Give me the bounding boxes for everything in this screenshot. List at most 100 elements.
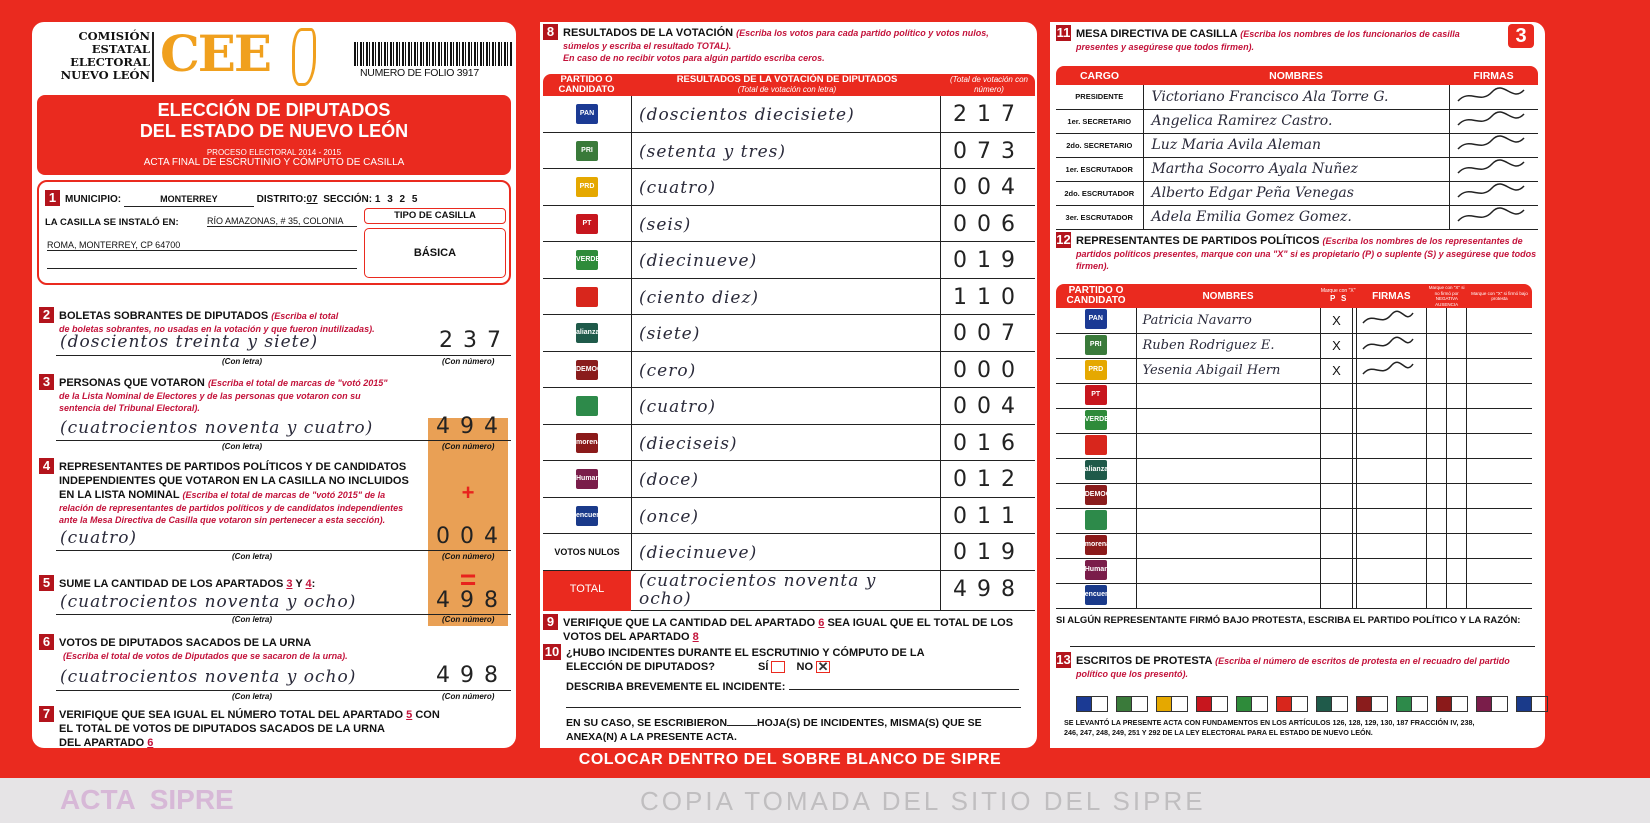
ausencia-mark[interactable] (1446, 433, 1468, 458)
protest-box[interactable] (1476, 696, 1508, 712)
negativa-mark[interactable] (1426, 533, 1448, 558)
suplente-mark[interactable] (1352, 533, 1357, 558)
suplente-mark[interactable] (1352, 433, 1357, 458)
protesta-mark[interactable] (1467, 433, 1532, 458)
instruction: (Escriba el total de marcas de "votó 201… (207, 378, 388, 388)
protesta-mark[interactable] (1467, 458, 1532, 483)
col-ausencia: AUSENCIA (1435, 301, 1459, 307)
describe-line (566, 702, 1021, 708)
negativa-mark[interactable] (1426, 583, 1448, 608)
suplente-mark[interactable] (1352, 558, 1357, 583)
section-6: 6 VOTOS DE DIPUTADOS SACADOS DE LA URNA (… (39, 634, 509, 662)
protest-count-input[interactable] (1091, 697, 1107, 711)
negativa-mark[interactable] (1426, 408, 1448, 433)
ausencia-mark[interactable] (1446, 558, 1468, 583)
suplente-mark[interactable] (1352, 408, 1357, 433)
no-checkbox-checked[interactable]: ✕ (816, 659, 831, 675)
propietario-mark[interactable] (1320, 508, 1354, 533)
protesta-mark[interactable] (1467, 508, 1532, 533)
ausencia-mark[interactable] (1446, 408, 1468, 433)
si-checkbox[interactable] (771, 661, 786, 674)
protesta-mark[interactable] (1467, 358, 1532, 383)
protest-count-input[interactable] (1491, 697, 1507, 711)
representante-nombre (1136, 533, 1321, 558)
ausencia-mark[interactable] (1446, 358, 1468, 383)
answer-line (56, 690, 511, 691)
protesta-mark[interactable] (1467, 308, 1532, 333)
negativa-mark[interactable] (1426, 383, 1448, 408)
ausencia-mark[interactable] (1446, 333, 1468, 358)
protest-count-input[interactable] (1251, 697, 1267, 711)
protest-count-input[interactable] (1531, 697, 1547, 711)
negativa-mark[interactable] (1426, 508, 1448, 533)
negativa-mark[interactable] (1426, 308, 1448, 333)
ausencia-mark[interactable] (1446, 508, 1468, 533)
ausencia-mark[interactable] (1446, 583, 1468, 608)
protest-count-input[interactable] (1171, 697, 1187, 711)
representante-nombre: Patricia Navarro (1136, 308, 1321, 333)
negativa-mark[interactable] (1426, 333, 1448, 358)
negativa-mark[interactable] (1426, 433, 1448, 458)
protesta-mark[interactable] (1467, 383, 1532, 408)
suplente-mark[interactable] (1352, 483, 1357, 508)
protest-count-input[interactable] (1131, 697, 1147, 711)
protest-box[interactable] (1436, 696, 1468, 712)
negativa-mark[interactable] (1426, 558, 1448, 583)
acta-label: ACTA FINAL DE ESCRUTINIO Y CÓMPUTO DE CA… (143, 157, 405, 168)
section-title: REPRESENTANTES DE PARTIDOS POLÍTICOS Y D… (59, 461, 407, 473)
protest-box[interactable] (1396, 696, 1428, 712)
protesta-mark[interactable] (1467, 583, 1532, 608)
negativa-mark[interactable] (1426, 358, 1448, 383)
protest-box[interactable] (1276, 696, 1308, 712)
protest-count-input[interactable] (1331, 697, 1347, 711)
propietario-mark[interactable]: X (1320, 333, 1354, 358)
suplente-mark[interactable] (1352, 583, 1357, 608)
ausencia-mark[interactable] (1446, 308, 1468, 333)
protest-count-input[interactable] (1371, 697, 1387, 711)
suplente-mark[interactable] (1352, 383, 1357, 408)
protesta-mark[interactable] (1467, 558, 1532, 583)
suplente-mark[interactable] (1352, 333, 1357, 358)
suplente-mark[interactable] (1352, 458, 1357, 483)
protest-count-input[interactable] (1291, 697, 1307, 711)
propietario-mark[interactable]: X (1320, 308, 1354, 333)
suplente-mark[interactable] (1352, 508, 1357, 533)
protesta-mark[interactable] (1467, 483, 1532, 508)
protest-box[interactable] (1316, 696, 1348, 712)
propietario-mark[interactable] (1320, 433, 1354, 458)
propietario-mark[interactable] (1320, 558, 1354, 583)
ausencia-mark[interactable] (1446, 458, 1468, 483)
suplente-mark[interactable] (1352, 358, 1357, 383)
ausencia-mark[interactable] (1446, 483, 1468, 508)
propietario-mark[interactable]: X (1320, 358, 1354, 383)
propietario-mark[interactable] (1320, 583, 1354, 608)
negativa-mark[interactable] (1426, 483, 1448, 508)
protest-count-input[interactable] (1211, 697, 1227, 711)
ausencia-mark[interactable] (1446, 383, 1468, 408)
ausencia-mark[interactable] (1446, 533, 1468, 558)
propietario-mark[interactable] (1320, 458, 1354, 483)
protest-box[interactable] (1196, 696, 1228, 712)
protest-box[interactable] (1236, 696, 1268, 712)
protest-box[interactable] (1356, 696, 1388, 712)
protesta-line (1070, 646, 1535, 647)
instruction: de la Lista Nominal de Electores y de la… (59, 391, 361, 401)
propietario-mark[interactable] (1320, 408, 1354, 433)
protest-count-input[interactable] (1451, 697, 1467, 711)
negativa-mark[interactable] (1426, 458, 1448, 483)
protest-box[interactable] (1156, 696, 1188, 712)
protest-box[interactable] (1516, 696, 1548, 712)
nuevo-leon-map-icon (292, 28, 316, 86)
protest-box[interactable] (1116, 696, 1148, 712)
propietario-mark[interactable] (1320, 533, 1354, 558)
propietario-mark[interactable] (1320, 383, 1354, 408)
protesta-mark[interactable] (1467, 333, 1532, 358)
suplente-mark[interactable] (1352, 308, 1357, 333)
protest-box[interactable] (1076, 696, 1108, 712)
section-text: SEA IGUAL QUE EL TOTAL DE LOS (827, 617, 1014, 629)
protesta-mark[interactable] (1467, 533, 1532, 558)
propietario-mark[interactable] (1320, 483, 1354, 508)
section-title: SUME LA CANTIDAD DE LOS APARTADOS (59, 578, 284, 590)
protesta-mark[interactable] (1467, 408, 1532, 433)
protest-count-input[interactable] (1411, 697, 1427, 711)
